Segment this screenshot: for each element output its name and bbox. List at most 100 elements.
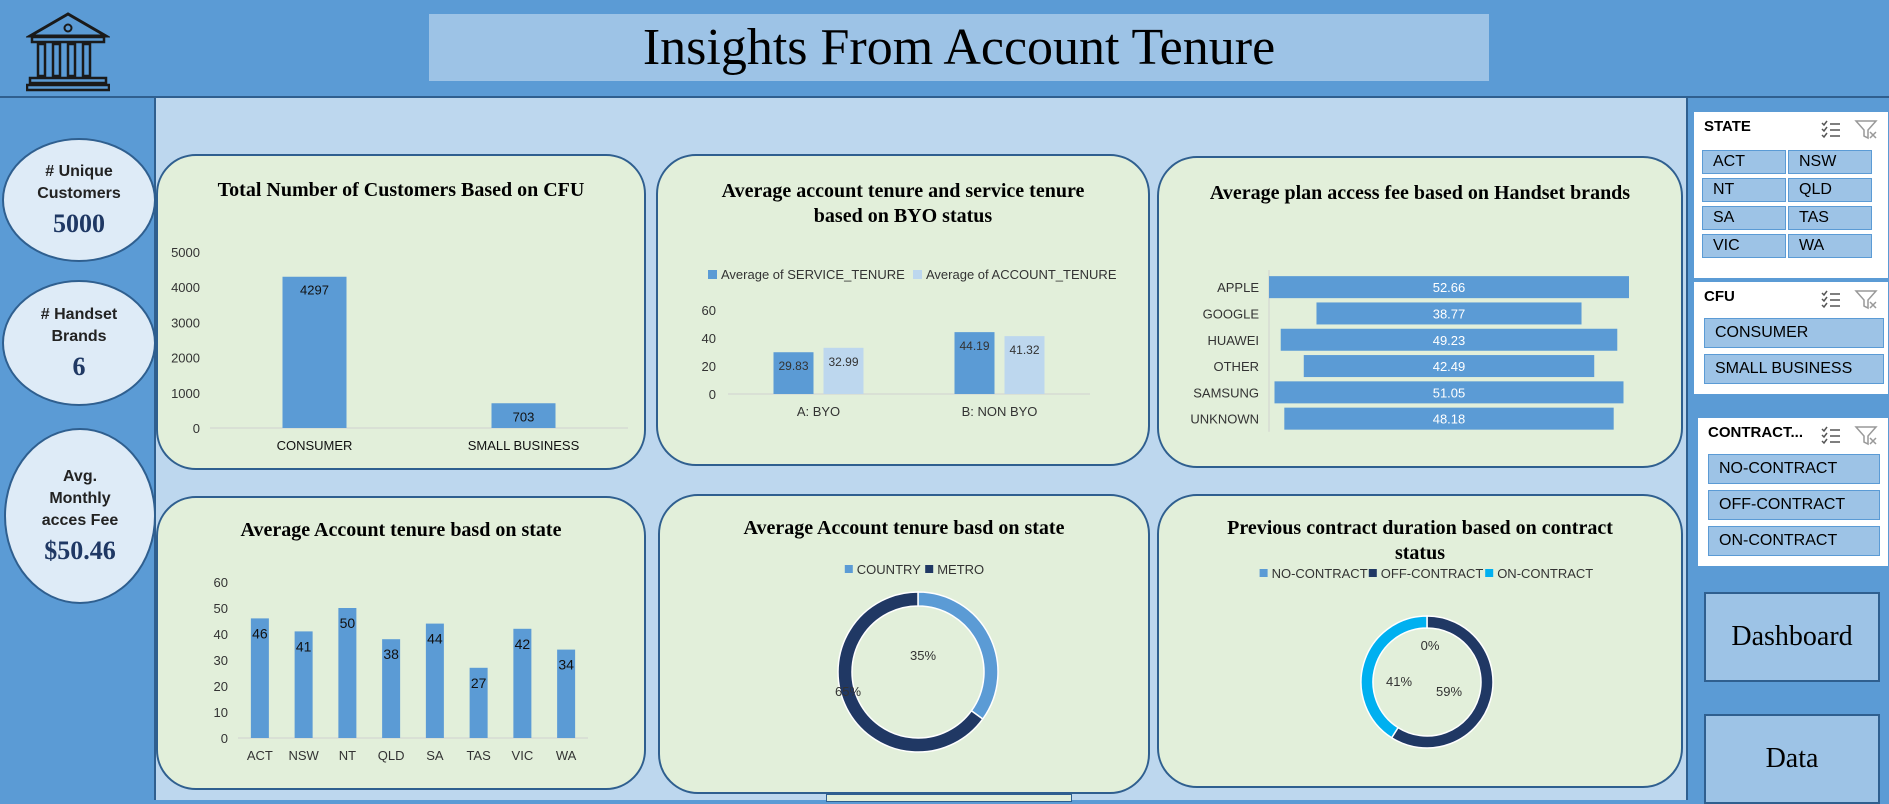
bar [1274,381,1624,404]
slicer-item-small-business[interactable]: SMALL BUSINESS [1704,354,1884,384]
bank-building-icon [24,12,112,92]
data-label: 35% [910,648,936,663]
data-label: 27 [471,675,487,691]
data-label: 44 [427,631,443,647]
legend-label: ON-CONTRACT [1497,566,1593,581]
bar [823,347,864,394]
byo-bar-chart: Average of SERVICE_TENURE Average of ACCO… [702,267,1117,419]
data-label: 41% [1386,674,1412,689]
region-donut-chart: COUNTRY METRO 35% 65% [835,562,999,753]
data-label: 29.83 [778,359,808,373]
bar [557,649,576,738]
y-tick-label: 4000 [171,280,200,295]
clear-filter-icon [1854,120,1878,140]
slicer-title: STATE [1704,118,1751,135]
y-tick-label: APPLE [1217,280,1259,295]
bar [338,608,357,738]
state-slicer: STATE ACT NSW NT QLD SA TAS VIC WA [1694,112,1888,278]
slicer-item-wa[interactable]: WA [1788,234,1872,258]
y-tick-label: SAMSUNG [1193,385,1259,400]
x-tick-label: WA [556,748,577,763]
bar [491,403,556,428]
kpi-value: 5000 [53,209,105,238]
x-tick-label: CONSUMER [277,438,353,453]
data-label: 42 [515,636,531,652]
y-tick-label: 40 [702,331,716,346]
slicer-item-vic[interactable]: VIC [1702,234,1786,258]
data-label: 32.99 [828,355,858,369]
slicer-item-off-contract[interactable]: OFF-CONTRACT [1708,490,1880,520]
legend-swatch [913,270,922,279]
kpi-label: # Unique Customers [37,163,121,202]
multi-select-icon[interactable] [1820,424,1880,446]
legend-label: NO-CONTRACT [1272,566,1368,581]
y-tick-label: 30 [214,653,228,668]
x-tick-label: NSW [288,748,319,763]
state-bar-chart: 0 10 20 30 40 50 60 46 ACT 41 NSW 50 NT 38 QLD 44 SA 27 TA… [214,575,588,763]
chart-card-region: Average Account tenure basd on state COU… [658,494,1150,794]
dashboard-button[interactable]: Dashboard [1704,592,1880,682]
legend-label: OFF-CONTRACT [1381,566,1484,581]
contract-slicer: CONTRACT... NO-CONTRACT OFF-CONTRACT ON-CO… [1698,418,1888,566]
slicer-item-nsw[interactable]: NSW [1788,150,1872,174]
bar [382,639,401,738]
slicer-item-tas[interactable]: TAS [1788,206,1872,230]
slicer-item-no-contract[interactable]: NO-CONTRACT [1708,454,1880,484]
data-label: 41 [296,638,312,654]
y-tick-label: 10 [214,705,228,720]
slicer-item-act[interactable]: ACT [1702,150,1786,174]
y-tick-label: 60 [214,575,228,590]
chart-card-cfu: Total Number of Customers Based on CFU 0… [156,154,646,470]
chart-title: Average account tenure and service tenur… [721,180,1085,227]
y-tick-label: UNKNOWN [1190,412,1259,427]
x-tick-label: TAS [466,748,491,763]
bar [1303,355,1595,378]
data-label: 46 [252,625,268,641]
slicer-item-consumer[interactable]: CONSUMER [1704,318,1884,348]
data-label: 38.77 [1433,306,1466,321]
chart-card-handset: Average plan access fee based on Handset… [1157,156,1683,468]
y-tick-label: 40 [214,627,228,642]
data-label: 50 [340,615,356,631]
legend-label: METRO [937,562,984,577]
data-label: 38 [383,646,399,662]
y-tick-label: 50 [214,601,228,616]
y-tick-label: 0 [193,421,200,436]
legend-swatch [1368,569,1377,577]
data-label: 4297 [300,283,329,298]
y-tick-label: 0 [221,731,228,746]
legend-swatch [1259,569,1268,577]
donut-slice [837,591,984,753]
cfu-slicer: CFU CONSUMER SMALL BUSINESS [1694,282,1888,394]
kpi-handset-brands: # Handset Brands 6 [2,280,156,406]
slicer-item-on-contract[interactable]: ON-CONTRACT [1708,526,1880,556]
chart-title: Average Account tenure basd on state [743,517,1065,539]
y-tick-label: GOOGLE [1203,306,1260,321]
bar [954,332,995,394]
handset-bar-chart: 52.66 APPLE 38.77 GOOGLE 49.23 HUAWEI 42.49 OTH… [1190,270,1629,432]
legend-swatch [1485,569,1494,577]
slicer-item-sa[interactable]: SA [1702,206,1786,230]
y-tick-label: 5000 [171,245,200,260]
bar [294,631,313,738]
chart-card-byo: Average account tenure and service tenur… [656,154,1150,466]
chart-card-contract: Previous contract duration based on cont… [1157,494,1683,788]
chart-title: Total Number of Customers Based on CFU [217,179,585,201]
multi-select-icon[interactable] [1820,288,1880,310]
multi-select-icon[interactable] [1820,118,1880,140]
data-label: 703 [513,409,535,424]
data-label: 52.66 [1433,280,1466,295]
y-tick-label: HUAWEI [1207,333,1259,348]
x-tick-label: NT [339,748,356,763]
slicer-item-nt[interactable]: NT [1702,178,1786,202]
bottom-tab [826,794,1072,802]
legend-label: Average of ACCOUNT_TENURE [926,267,1117,282]
chart-title: Previous contract duration based on cont… [1227,517,1613,564]
bar [513,628,532,738]
cfu-bar-chart: 0 1000 2000 3000 4000 5000 4297 CONSUMER 703 SMAL… [171,245,628,453]
bar [1004,336,1045,394]
slicer-item-qld[interactable]: QLD [1788,178,1872,202]
data-label: 65% [835,684,861,699]
data-button[interactable]: Data [1704,714,1880,804]
bar [250,618,269,738]
